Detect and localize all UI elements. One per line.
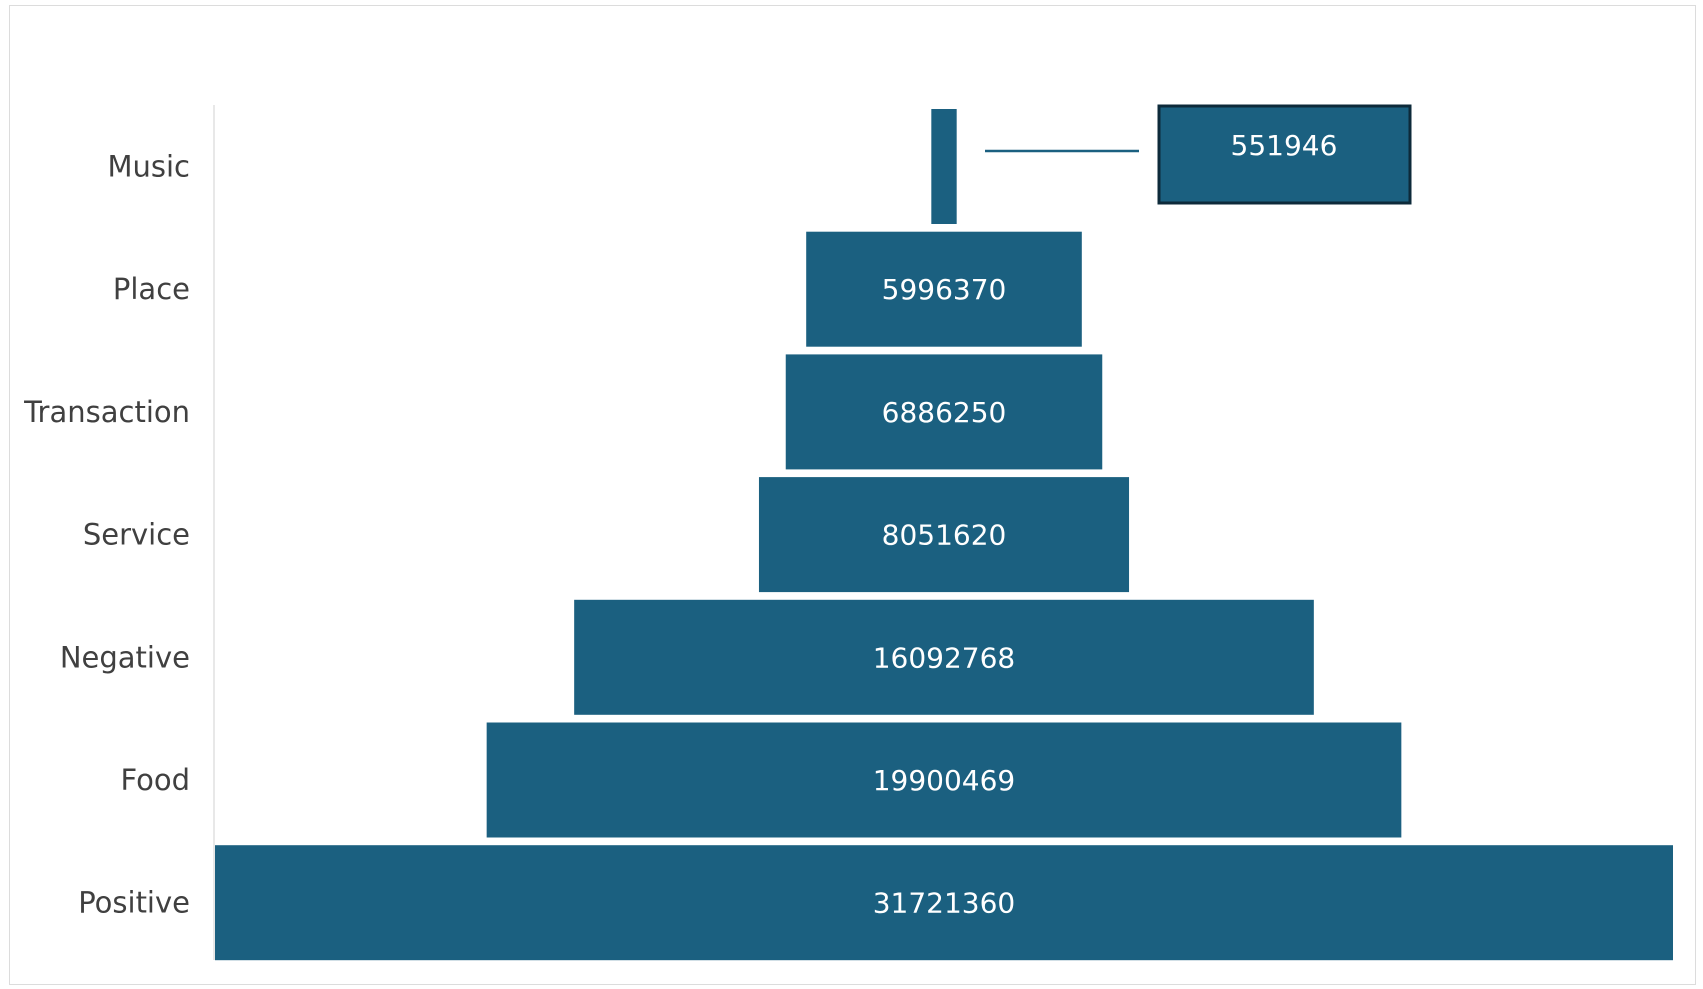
data-label-music: 551946 <box>1231 129 1338 162</box>
category-label-food: Food <box>120 763 190 797</box>
category-label-music: Music <box>107 150 190 184</box>
funnel-bar-negative <box>574 599 1314 715</box>
funnel-bar-music <box>931 109 957 224</box>
funnel-bar-positive <box>215 845 1673 961</box>
funnel-bar-place <box>806 231 1082 347</box>
category-label-transaction: Transaction <box>23 395 190 429</box>
data-label-food: 19900469 <box>873 764 1016 797</box>
category-label-negative: Negative <box>60 640 190 674</box>
chart-frame <box>9 5 1696 985</box>
category-label-positive: Positive <box>78 886 190 920</box>
data-label-positive: 31721360 <box>873 887 1016 920</box>
data-label-service: 8051620 <box>882 519 1007 552</box>
callout-box <box>1157 104 1412 205</box>
category-label-place: Place <box>113 272 190 306</box>
data-label-place: 5996370 <box>882 273 1007 306</box>
funnel-bar-food <box>486 722 1402 838</box>
category-label-service: Service <box>83 518 190 552</box>
funnel-bar-service <box>758 477 1130 593</box>
funnel-bar-transaction <box>785 354 1103 470</box>
data-label-transaction: 6886250 <box>882 396 1007 429</box>
data-label-negative: 16092768 <box>873 641 1016 674</box>
